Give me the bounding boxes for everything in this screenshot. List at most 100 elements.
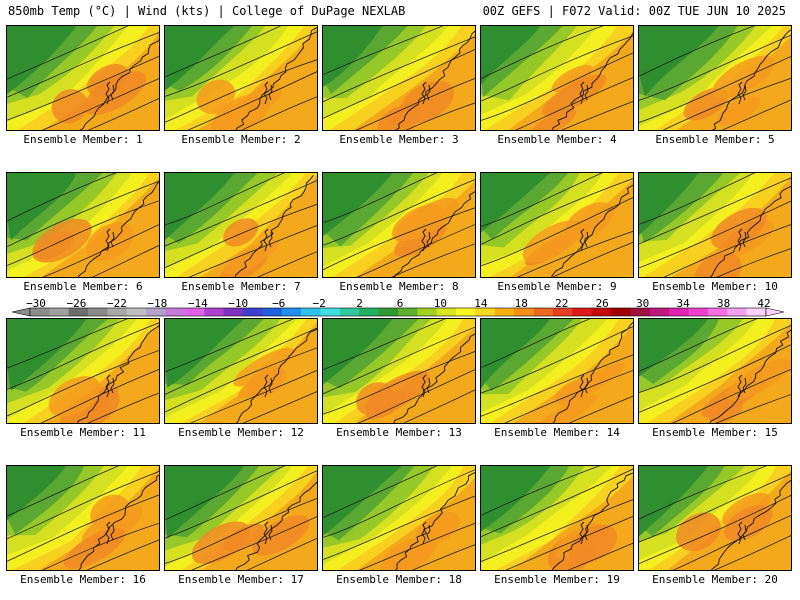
colorbar-segment	[475, 308, 496, 316]
colorbar-segment	[49, 308, 70, 316]
colorbar-segment	[68, 308, 89, 316]
ensemble-member-map	[164, 465, 318, 571]
colorbar-segment	[611, 308, 631, 316]
colorbar-tick-label: −18	[147, 297, 168, 310]
ensemble-member-map	[6, 465, 160, 571]
colorbar-segment	[727, 308, 747, 316]
colorbar-segment	[184, 308, 205, 316]
colorbar-tick-label: 34	[676, 297, 690, 310]
colorbar-segment	[320, 308, 341, 316]
ensemble-member-label: Ensemble Member: 7	[181, 280, 301, 293]
colorbar-tick-label: 2	[356, 297, 363, 310]
colorbar-segment	[456, 308, 476, 316]
colorbar-tick-label: 30	[636, 297, 650, 310]
ensemble-member-label: Ensemble Member: 5	[655, 133, 775, 146]
colorbar-segment	[630, 308, 651, 316]
ensemble-member-map	[164, 25, 318, 131]
colorbar-tick-label: 26	[595, 297, 609, 310]
ensemble-member-label: Ensemble Member: 15	[652, 426, 778, 439]
ensemble-member-map	[6, 172, 160, 278]
colorbar-segment	[107, 308, 128, 316]
colorbar-segment	[146, 308, 166, 316]
colorbar-tick-label: 42	[757, 297, 771, 310]
ensemble-member-map	[638, 25, 792, 131]
colorbar-tick-label: 14	[474, 297, 488, 310]
ensemble-member-label: Ensemble Member: 18	[336, 573, 462, 586]
ensemble-member-label: Ensemble Member: 10	[652, 280, 778, 293]
colorbar-segment	[514, 308, 534, 316]
colorbar-tick-label: 6	[396, 297, 404, 310]
ensemble-member-map	[638, 465, 792, 571]
ensemble-member-label: Ensemble Member: 9	[497, 280, 617, 293]
ensemble-member-label: Ensemble Member: 8	[339, 280, 459, 293]
ensemble-member-label: Ensemble Member: 14	[494, 426, 620, 439]
ensemble-member-map	[322, 172, 476, 278]
ensemble-member-map	[322, 465, 476, 571]
colorbar-segment	[262, 308, 283, 316]
colorbar-segment	[165, 308, 186, 316]
colorbar-segment	[533, 308, 554, 316]
chart-title: 850mb Temp (°C) | Wind (kts) | College o…	[8, 4, 406, 18]
model-run-info: 00Z GEFS | F072 Valid: 00Z TUE JUN 10 20…	[482, 4, 786, 18]
colorbar-tick-label: −26	[66, 297, 87, 310]
temperature-colorbar	[11, 307, 785, 317]
colorbar-segment	[417, 308, 438, 316]
colorbar-segment	[707, 308, 728, 316]
colorbar-segment	[223, 308, 244, 316]
colorbar-tick-label: −2	[312, 297, 326, 310]
ensemble-member-label: Ensemble Member: 6	[23, 280, 143, 293]
colorbar-segment	[572, 308, 592, 316]
colorbar-segment	[30, 308, 50, 316]
colorbar-segment	[436, 308, 457, 316]
colorbar-tick-label: 18	[514, 297, 528, 310]
ensemble-member-map	[164, 318, 318, 424]
colorbar-segment	[649, 308, 670, 316]
ensemble-member-label: Ensemble Member: 3	[339, 133, 459, 146]
colorbar-segment	[281, 308, 302, 316]
colorbar-tick-label: 10	[433, 297, 448, 310]
ensemble-member-label: Ensemble Member: 17	[178, 573, 304, 586]
ensemble-member-label: Ensemble Member: 19	[494, 573, 620, 586]
colorbar-tick-label: 22	[555, 297, 569, 310]
colorbar-segment	[398, 308, 418, 316]
colorbar-segment	[88, 308, 108, 316]
ensemble-member-label: Ensemble Member: 1	[23, 133, 143, 146]
colorbar-segment	[494, 308, 515, 316]
colorbar-segment	[126, 308, 147, 316]
colorbar-segment	[746, 308, 767, 316]
colorbar-segment	[688, 308, 709, 316]
ensemble-member-label: Ensemble Member: 4	[497, 133, 617, 146]
ensemble-member-map	[638, 172, 792, 278]
colorbar-segment	[243, 308, 263, 316]
ensemble-member-map	[322, 25, 476, 131]
colorbar-segment	[378, 308, 399, 316]
colorbar-segment	[669, 308, 689, 316]
colorbar-tick-label: −10	[228, 297, 249, 310]
ensemble-member-map	[480, 25, 634, 131]
colorbar-segment	[301, 308, 321, 316]
ensemble-member-label: Ensemble Member: 12	[178, 426, 304, 439]
colorbar-tick-label: 38	[716, 297, 731, 310]
colorbar-tick-label: −22	[106, 297, 127, 310]
colorbar-tick-label: −30	[26, 297, 46, 310]
ensemble-member-label: Ensemble Member: 20	[652, 573, 778, 586]
ensemble-member-map	[322, 318, 476, 424]
colorbar-segment	[339, 308, 360, 316]
ensemble-member-label: Ensemble Member: 11	[20, 426, 146, 439]
ensemble-member-map	[480, 465, 634, 571]
ensemble-member-map	[6, 318, 160, 424]
colorbar-segment	[204, 308, 224, 316]
ensemble-member-label: Ensemble Member: 2	[181, 133, 301, 146]
colorbar-segment	[591, 308, 612, 316]
ensemble-member-label: Ensemble Member: 13	[336, 426, 462, 439]
ensemble-member-map	[6, 25, 160, 131]
colorbar-segment	[552, 308, 573, 316]
colorbar-tick-label: −14	[187, 297, 208, 310]
ensemble-member-label: Ensemble Member: 16	[20, 573, 146, 586]
ensemble-member-map	[480, 172, 634, 278]
ensemble-member-map	[480, 318, 634, 424]
colorbar-tick-label: −6	[272, 297, 286, 310]
ensemble-member-map	[638, 318, 792, 424]
ensemble-member-map	[164, 172, 318, 278]
colorbar-segment	[359, 308, 379, 316]
